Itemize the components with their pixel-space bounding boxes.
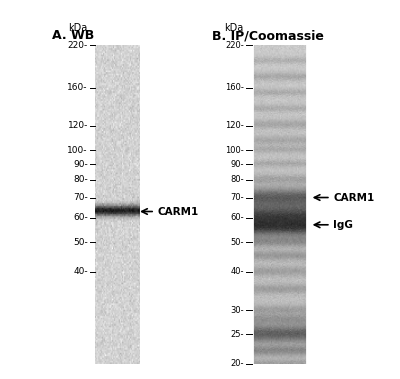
Text: 25-: 25- xyxy=(230,330,244,339)
Text: 120-: 120- xyxy=(68,121,88,130)
Text: 160-: 160- xyxy=(67,83,88,92)
Text: 100-: 100- xyxy=(225,146,244,155)
Text: 40-: 40- xyxy=(73,267,88,276)
Text: 80-: 80- xyxy=(230,175,244,184)
Text: 70-: 70- xyxy=(73,193,88,202)
Text: 70-: 70- xyxy=(230,193,244,202)
Text: 80-: 80- xyxy=(73,175,88,184)
Text: 220-: 220- xyxy=(68,41,88,50)
Text: 50-: 50- xyxy=(73,238,88,247)
Text: A. WB: A. WB xyxy=(52,29,94,42)
Text: 220-: 220- xyxy=(225,41,244,50)
Text: IgG: IgG xyxy=(334,220,353,230)
Text: 90-: 90- xyxy=(73,160,88,169)
Text: B. IP/Coomassie: B. IP/Coomassie xyxy=(212,29,324,42)
Text: 50-: 50- xyxy=(230,238,244,247)
Text: 60-: 60- xyxy=(230,213,244,222)
Text: 90-: 90- xyxy=(230,160,244,169)
Text: 40-: 40- xyxy=(230,267,244,276)
Text: 20-: 20- xyxy=(230,359,244,368)
Text: 160-: 160- xyxy=(225,83,244,92)
Text: CARM1: CARM1 xyxy=(157,207,198,216)
Text: kDa: kDa xyxy=(68,23,88,33)
Text: 30-: 30- xyxy=(230,305,244,315)
Text: 100-: 100- xyxy=(67,146,88,155)
Text: 60-: 60- xyxy=(73,213,88,222)
Text: CARM1: CARM1 xyxy=(334,193,375,202)
Text: kDa: kDa xyxy=(224,23,244,33)
Text: 120-: 120- xyxy=(225,121,244,130)
